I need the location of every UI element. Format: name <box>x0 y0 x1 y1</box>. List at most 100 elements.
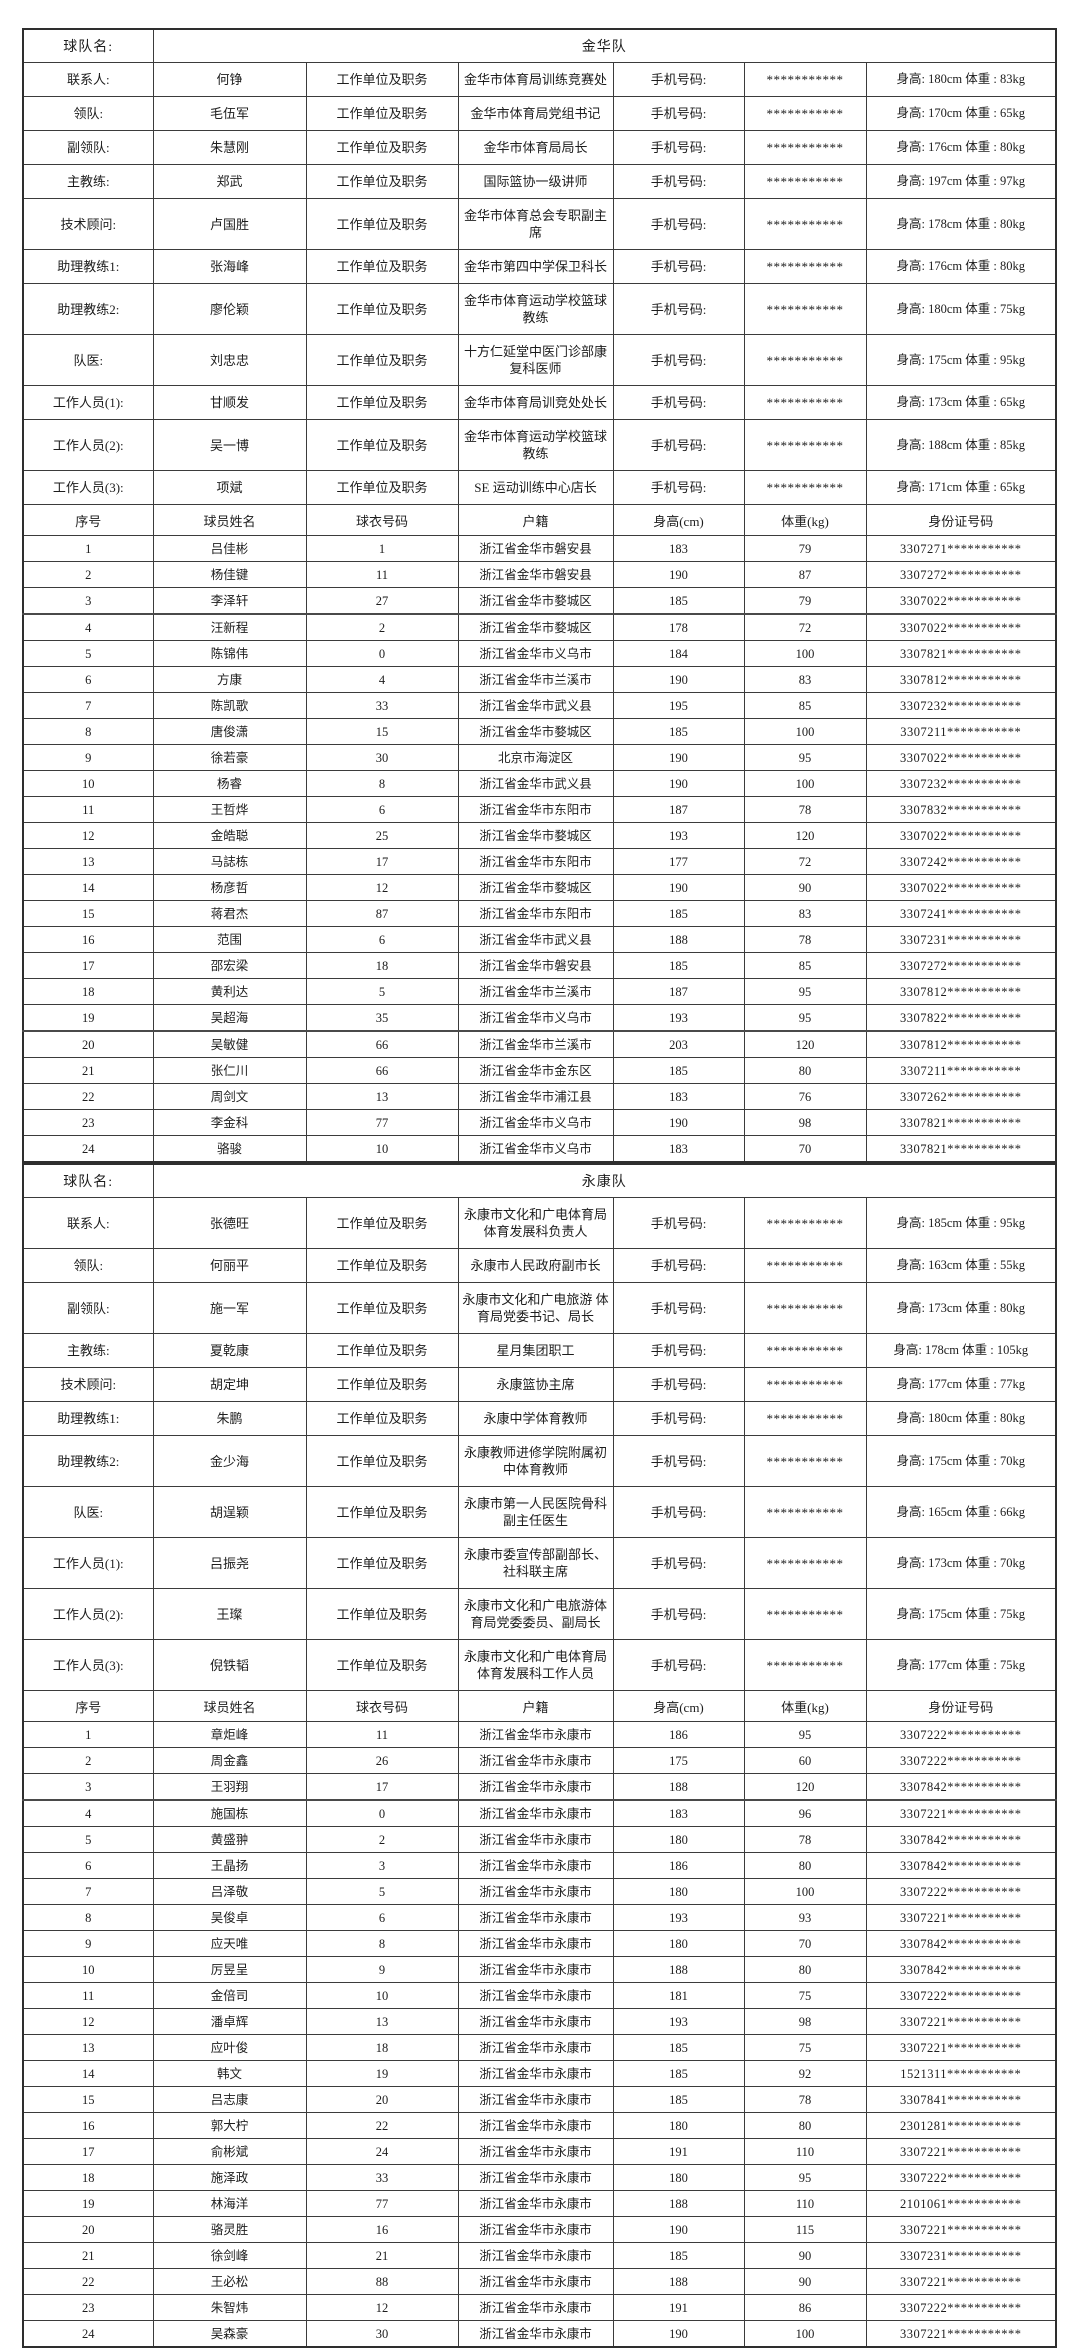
player-weight: 100 <box>743 1878 867 1905</box>
phone-masked-value: *********** <box>743 62 867 97</box>
player-row: 9 应天唯 8 浙江省金华市永康市 180 70 3307842*********** <box>22 1930 1057 1957</box>
player-id-masked: 3307211*********** <box>865 1057 1057 1084</box>
height-weight-value: 身高: 173cm 体重 : 65kg <box>865 385 1057 420</box>
phone-label: 手机号码: <box>612 419 745 471</box>
player-row: 14 韩文 19 浙江省金华市永康市 185 92 1521311*********** <box>22 2060 1057 2087</box>
work-unit-label: 工作单位及职务 <box>305 283 459 335</box>
player-jersey: 6 <box>305 1904 459 1931</box>
player-name: 王哲烨 <box>152 796 307 823</box>
player-weight: 70 <box>743 1135 867 1163</box>
player-height: 180 <box>612 1930 745 1957</box>
player-no: 23 <box>22 1109 154 1136</box>
player-no: 3 <box>22 1773 154 1801</box>
col-id-number-header: 身份证号码 <box>865 504 1057 536</box>
staff-unit: 永康市文化和广电体育局体育发展科负责人 <box>457 1197 614 1249</box>
player-jersey: 20 <box>305 2086 459 2113</box>
player-weight: 96 <box>743 1799 867 1827</box>
team-name-label: 球队名: <box>22 1163 154 1198</box>
player-no: 22 <box>22 2268 154 2295</box>
phone-label: 手机号码: <box>612 1537 745 1589</box>
player-weight: 78 <box>743 2086 867 2113</box>
staff-name: 毛伍军 <box>152 96 307 131</box>
player-id-masked: 3307242*********** <box>865 848 1057 875</box>
player-origin: 浙江省金华市永康市 <box>457 2242 614 2269</box>
work-unit-label: 工作单位及职务 <box>305 1435 459 1487</box>
staff-unit: 永康市文化和广电旅游 体育局党委书记、局长 <box>457 1282 614 1334</box>
col-origin-header: 户籍 <box>457 504 614 536</box>
staff-name: 夏乾康 <box>152 1333 307 1368</box>
staff-row: 助理教练2: 金少海 工作单位及职务 永康教师进修学院附属初中体育教师 手机号码: ***… <box>22 1435 1057 1487</box>
staff-unit: 金华市体育运动学校篮球教练 <box>457 283 614 335</box>
player-height: 180 <box>612 2112 745 2139</box>
phone-label: 手机号码: <box>612 249 745 284</box>
player-weight: 100 <box>743 640 867 667</box>
staff-unit: 金华市体育局训竞处处长 <box>457 385 614 420</box>
player-id-masked: 3307221*********** <box>865 1904 1057 1931</box>
player-jersey: 3 <box>305 1852 459 1879</box>
player-id-masked: 3307222*********** <box>865 1747 1057 1774</box>
player-jersey: 17 <box>305 848 459 875</box>
player-origin: 浙江省金华市永康市 <box>457 2164 614 2191</box>
player-id-masked: 3307841*********** <box>865 2086 1057 2113</box>
height-weight-value: 身高: 175cm 体重 : 95kg <box>865 334 1057 386</box>
phone-masked-value: *********** <box>743 419 867 471</box>
staff-row: 领队: 毛伍军 工作单位及职务 金华市体育局党组书记 手机号码: *********** 身… <box>22 96 1057 131</box>
player-jersey: 24 <box>305 2138 459 2165</box>
player-name: 方康 <box>152 666 307 693</box>
player-jersey: 13 <box>305 2008 459 2035</box>
phone-masked-value: *********** <box>743 249 867 284</box>
staff-row: 主教练: 夏乾康 工作单位及职务 星月集团职工 手机号码: *********** 身高: … <box>22 1333 1057 1368</box>
work-unit-label: 工作单位及职务 <box>305 62 459 97</box>
player-origin: 浙江省金华市磐安县 <box>457 952 614 979</box>
player-row: 1 吕佳彬 1 浙江省金华市磐安县 183 79 3307271*********** <box>22 535 1057 562</box>
player-id-masked: 3307821*********** <box>865 1109 1057 1136</box>
player-weight: 70 <box>743 1930 867 1957</box>
player-height: 188 <box>612 2190 745 2217</box>
staff-role-label: 助理教练2: <box>22 1435 154 1487</box>
player-id-masked: 3307832*********** <box>865 796 1057 823</box>
player-no: 20 <box>22 2216 154 2243</box>
col-weight-header: 体重(kg) <box>743 504 867 536</box>
player-name: 章炬峰 <box>152 1721 307 1748</box>
player-row: 13 马誌栋 17 浙江省金华市东阳市 177 72 3307242*********** <box>22 848 1057 875</box>
phone-label: 手机号码: <box>612 470 745 505</box>
player-weight: 78 <box>743 926 867 953</box>
player-name: 林海洋 <box>152 2190 307 2217</box>
team-name-row: 球队名: 永康队 <box>22 1163 1057 1198</box>
player-weight: 79 <box>743 587 867 615</box>
col-jersey-header: 球衣号码 <box>305 1690 459 1722</box>
player-no: 16 <box>22 926 154 953</box>
player-no: 17 <box>22 2138 154 2165</box>
player-jersey: 2 <box>305 1826 459 1853</box>
player-row: 7 陈凯歌 33 浙江省金华市武义县 195 85 3307232*********** <box>22 692 1057 719</box>
player-row: 10 厉昱呈 9 浙江省金华市永康市 188 80 3307842*********** <box>22 1956 1057 1983</box>
player-origin: 浙江省金华市永康市 <box>457 1982 614 2009</box>
player-height: 183 <box>612 1083 745 1110</box>
player-row: 6 方康 4 浙江省金华市兰溪市 190 83 3307812*********** <box>22 666 1057 693</box>
phone-masked-value: *********** <box>743 198 867 250</box>
player-weight: 98 <box>743 2008 867 2035</box>
player-height: 185 <box>612 1057 745 1084</box>
player-height: 185 <box>612 718 745 745</box>
player-height: 185 <box>612 2242 745 2269</box>
col-height-header: 身高(cm) <box>612 1690 745 1722</box>
staff-row: 工作人员(1): 甘顺发 工作单位及职务 金华市体育局训竞处处长 手机号码: ******… <box>22 385 1057 420</box>
player-jersey: 1 <box>305 535 459 562</box>
staff-role-label: 领队: <box>22 1248 154 1283</box>
player-jersey: 18 <box>305 952 459 979</box>
player-name: 蒋君杰 <box>152 900 307 927</box>
player-id-masked: 3307842*********** <box>865 1852 1057 1879</box>
player-weight: 80 <box>743 2112 867 2139</box>
player-id-masked: 3307232*********** <box>865 692 1057 719</box>
staff-name: 朱慧刚 <box>152 130 307 165</box>
phone-label: 手机号码: <box>612 164 745 199</box>
player-row: 23 李金科 77 浙江省金华市义乌市 190 98 3307821*********** <box>22 1109 1057 1136</box>
player-no: 2 <box>22 1747 154 1774</box>
player-height: 193 <box>612 2008 745 2035</box>
player-origin: 浙江省金华市兰溪市 <box>457 666 614 693</box>
player-height: 180 <box>612 1826 745 1853</box>
player-jersey: 0 <box>305 1799 459 1827</box>
phone-label: 手机号码: <box>612 334 745 386</box>
player-weight: 86 <box>743 2294 867 2321</box>
staff-unit: 金华市体育局党组书记 <box>457 96 614 131</box>
